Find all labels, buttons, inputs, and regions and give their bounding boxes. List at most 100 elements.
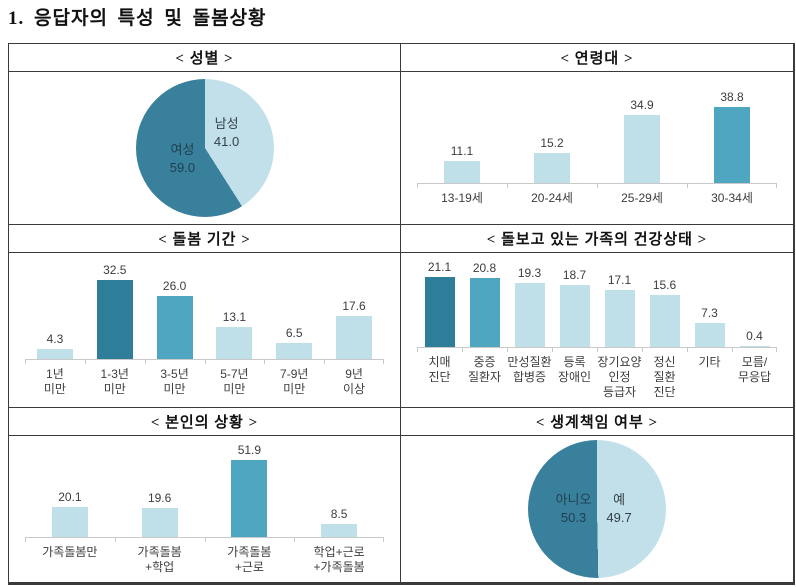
bar — [36, 349, 73, 359]
bar-value-label: 20.1 — [58, 490, 82, 504]
category-label: 가족돌봄만 — [42, 545, 98, 559]
axis-tick — [264, 360, 266, 364]
x-axis-line — [25, 359, 384, 365]
panel-age-group-title: < 연령대 > — [560, 51, 634, 67]
category-label: 모름/ 무응답 — [737, 355, 772, 384]
bar — [321, 524, 358, 537]
panel-breadwinner-status: < 생계책임 여부 > 예 49.7 아니오 50.3 — [401, 408, 793, 582]
bar-column: 15.6 — [642, 278, 687, 347]
axis-tick — [462, 348, 463, 352]
bar-value-label: 7.3 — [701, 306, 718, 320]
axis-tick — [25, 360, 26, 364]
panel-own-situation-header: < 본인의 상황 > — [9, 408, 400, 436]
panel-age-group-header: < 연령대 > — [401, 44, 793, 72]
panel-family-health-status-header: < 돌보고 있는 가족의 건강상태 > — [401, 225, 793, 253]
bar-value-label: 15.2 — [540, 136, 564, 150]
bar-value-label: 19.3 — [517, 266, 542, 280]
category-label: 9년 이상 — [343, 367, 366, 396]
x-axis-line — [417, 347, 777, 353]
age-group-plot: 11.1 15.2 34.9 38.8 13-19세 20-24세 25-29세 30-34세 — [401, 90, 793, 206]
bar-value-label: 13.1 — [222, 310, 247, 324]
panel-gender-header: < 성별 > — [9, 44, 400, 72]
category-label: 1년 미만 — [43, 367, 66, 396]
category-label: 중증 질환자 — [467, 355, 502, 384]
bar-value-label: 19.6 — [147, 491, 172, 505]
bar — [534, 153, 570, 183]
bar-column: 7.3 — [687, 306, 732, 347]
bar-value-label: 17.6 — [342, 299, 366, 313]
bar — [649, 295, 680, 347]
axis-tick — [383, 360, 384, 364]
panel-gender: < 성별 > 남성 41.0 여성 59.0 — [9, 44, 400, 224]
bar-column: 15.2 — [507, 136, 597, 183]
category-label: 가족돌봄 +학업 — [137, 545, 182, 574]
family-health-status-bar-chart: 21.1 20.8 19.3 18.7 17.1 15.6 7.3 0.4 치매 진단 중증 질환… — [401, 253, 793, 407]
panel-own-situation-title: < 본인의 상황 > — [150, 415, 259, 431]
own-situation-plot: 20.1 19.6 51.9 8.5 가족돌봄만 가족돌봄 +학업 가족돌봄 +근로 학업+근… — [9, 443, 400, 575]
bar — [156, 296, 193, 359]
bar — [514, 283, 545, 347]
category-label: 치매 진단 — [428, 355, 451, 384]
bar-value-label: 51.9 — [237, 443, 262, 457]
bar — [469, 278, 500, 347]
panel-gender-title: < 성별 > — [175, 51, 234, 67]
family-health-status-plot: 21.1 20.8 19.3 18.7 17.1 15.6 7.3 0.4 치매 진단 중증 질환… — [401, 260, 793, 400]
bar-value-label: 0.4 — [746, 329, 763, 343]
bar — [604, 290, 635, 347]
bar — [276, 343, 313, 359]
category-label: 30-34세 — [711, 191, 753, 205]
axis-tick — [776, 184, 777, 188]
bar — [336, 316, 373, 359]
axis-tick — [294, 538, 296, 542]
category-label: 가족돌봄 +근로 — [227, 545, 272, 574]
bar-value-label: 6.5 — [285, 326, 303, 340]
axis-tick — [114, 538, 116, 542]
bar-value-label: 32.5 — [103, 263, 127, 277]
gender-pie-chart: 남성 41.0 여성 59.0 — [9, 72, 400, 224]
bar — [51, 507, 88, 537]
axis-tick — [324, 360, 326, 364]
bar-value-label: 8.5 — [330, 507, 348, 521]
gender-pie: 남성 41.0 여성 59.0 — [135, 79, 274, 217]
bar-column: 0.4 — [732, 329, 777, 347]
x-axis-line — [417, 183, 777, 189]
category-label: 5-7년 미만 — [220, 367, 249, 396]
axis-tick — [642, 348, 643, 352]
bar — [231, 460, 268, 537]
category-label: 1-3년 미만 — [100, 367, 129, 396]
breadwinner-status-pie-chart: 예 49.7 아니오 50.3 — [401, 436, 793, 582]
bar-value-label: 34.9 — [630, 98, 654, 112]
axis-tick — [204, 538, 206, 542]
panel-family-health-status: < 돌보고 있는 가족의 건강상태 > 21.1 20.8 19.3 18.7 17.1… — [401, 225, 793, 407]
bar-column: 34.9 — [597, 98, 687, 183]
bar-column: 17.1 — [597, 273, 642, 347]
bar-column: 20.8 — [462, 261, 507, 347]
bar-column: 6.5 — [264, 326, 324, 359]
category-label: 7-9년 미만 — [280, 367, 309, 396]
own-situation-bar-chart: 20.1 19.6 51.9 8.5 가족돌봄만 가족돌봄 +학업 가족돌봄 +근로 학업+근… — [9, 436, 400, 582]
bar-value-label: 11.1 — [450, 144, 474, 158]
axis-tick — [552, 348, 553, 352]
bar — [694, 323, 725, 347]
axis-tick — [417, 184, 418, 188]
bar-column: 32.5 — [85, 263, 145, 359]
bar-value-label: 4.3 — [46, 332, 64, 346]
bar-column: 21.1 — [417, 260, 462, 347]
bar-column: 13.1 — [204, 310, 264, 359]
pie-slice-label: 남성 41.0 — [213, 115, 240, 149]
panel-own-situation: < 본인의 상황 > 20.1 19.6 51.9 8.5 가족돌봄만 가족돌봄 +학업 가… — [9, 408, 400, 582]
axis-tick — [84, 360, 86, 364]
breadwinner-status-pie: 예 49.7 아니오 50.3 — [528, 440, 666, 578]
bar-value-label: 21.1 — [427, 260, 452, 274]
axis-tick — [687, 184, 688, 188]
category-label: 장기요양 인정 등급자 — [597, 355, 642, 399]
bar-column: 4.3 — [25, 332, 85, 359]
category-label: 학업+근로 +가족돌봄 — [313, 545, 365, 574]
care-duration-bar-chart: 4.3 32.5 26.0 13.1 6.5 17.6 1년 미만 1-3년 미만 3-5년 미… — [9, 253, 400, 407]
axis-tick — [776, 348, 777, 352]
axis-tick — [417, 348, 418, 352]
bar-column: 19.3 — [507, 266, 552, 347]
bar-column: 8.5 — [294, 507, 384, 537]
axis-tick — [732, 348, 733, 352]
